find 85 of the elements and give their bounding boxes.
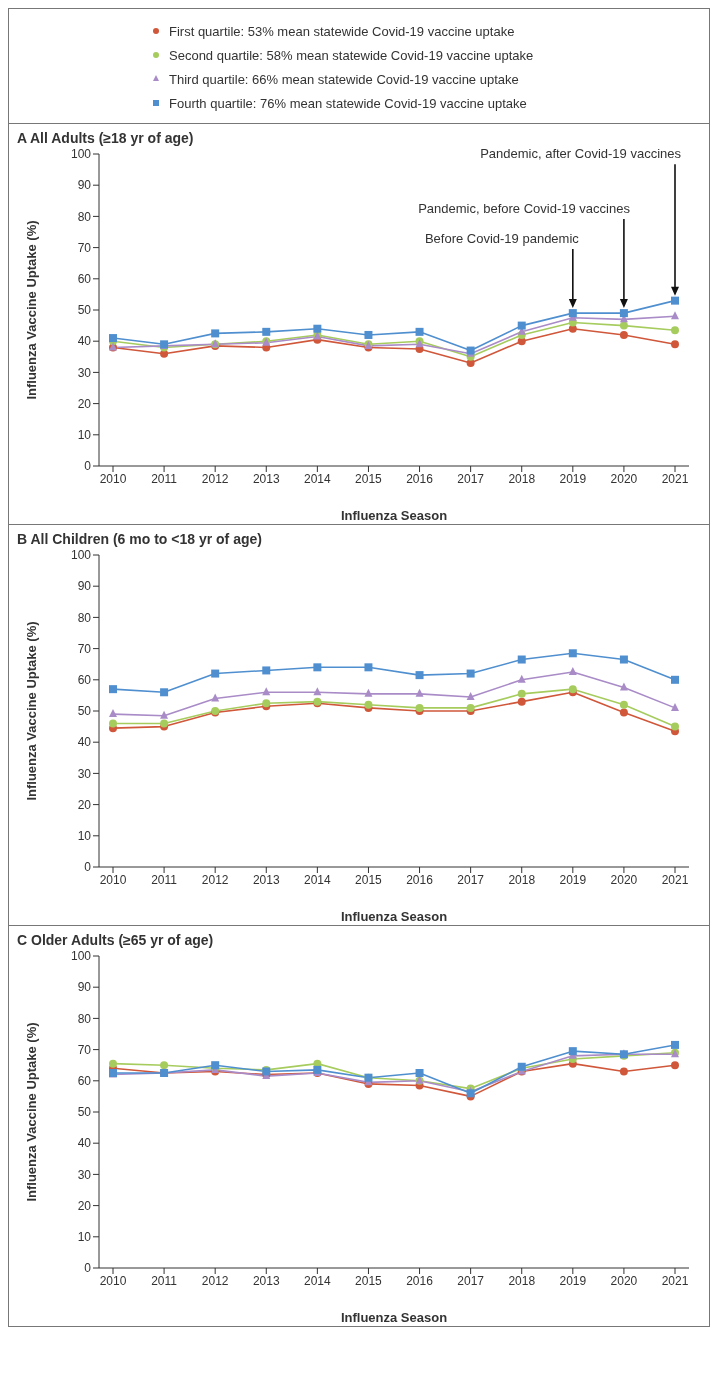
- x-tick-label: 2016: [406, 1273, 434, 1288]
- y-tick-label: 80: [77, 1011, 92, 1026]
- y-tick-label: 10: [77, 829, 92, 844]
- x-tick-label: 2020: [610, 471, 638, 486]
- y-tick-label: 100: [70, 548, 92, 563]
- x-tick-label: 2010: [99, 471, 127, 486]
- x-tick-label: 2012: [201, 471, 229, 486]
- annotation: Pandemic, after Covid-19 vaccines: [480, 146, 682, 162]
- chart-title: C Older Adults (≥65 yr of age): [16, 932, 215, 948]
- x-tick-label: 2011: [151, 471, 178, 486]
- y-tick-label: 50: [77, 1105, 92, 1120]
- x-tick-label: 2013: [252, 872, 280, 887]
- x-tick-label: 2019: [559, 872, 587, 887]
- x-tick-label: 2013: [252, 471, 280, 486]
- y-tick-label: 20: [77, 396, 92, 411]
- y-axis-title: Influenza Vaccine Uptake (%): [23, 621, 39, 801]
- x-tick-label: 2011: [151, 1273, 178, 1288]
- x-tick-label: 2014: [304, 1273, 332, 1288]
- x-tick-label: 2015: [355, 471, 383, 486]
- chart-title: A All Adults (≥18 yr of age): [16, 130, 195, 146]
- y-tick-label: 20: [77, 1198, 92, 1213]
- x-tick-label: 2017: [457, 471, 485, 486]
- legend-label: Third quartile: 66% mean statewide Covid-19 vaccine uptake: [169, 71, 519, 87]
- x-tick-label: 2011: [151, 872, 178, 887]
- y-tick-label: 60: [77, 272, 92, 287]
- x-tick-label: 2014: [304, 471, 332, 486]
- x-tick-label: 2012: [201, 872, 229, 887]
- y-tick-label: 30: [77, 365, 92, 380]
- x-tick-label: 2019: [559, 1273, 587, 1288]
- legend-label: Second quartile: 58% mean statewide Covid-19 vaccine uptake: [169, 47, 534, 63]
- x-tick-label: 2016: [406, 471, 434, 486]
- y-tick-label: 80: [77, 209, 92, 224]
- x-axis-title: Influenza Season: [340, 1310, 448, 1325]
- x-tick-label: 2018: [508, 1273, 536, 1288]
- y-tick-label: 0: [84, 860, 92, 875]
- y-tick-label: 0: [84, 459, 92, 474]
- y-tick-label: 60: [77, 673, 92, 688]
- y-axis-title: Influenza Vaccine Uptake (%): [23, 1022, 39, 1202]
- chart-title: B All Children (6 mo to <18 yr of age): [16, 531, 263, 547]
- x-tick-label: 2021: [661, 1273, 689, 1288]
- y-tick-label: 70: [77, 1042, 92, 1057]
- y-tick-label: 90: [77, 579, 92, 594]
- x-tick-label: 2010: [99, 872, 127, 887]
- y-tick-label: 40: [77, 334, 92, 349]
- y-tick-label: 40: [77, 735, 92, 750]
- annotation: Before Covid-19 pandemic: [424, 231, 580, 247]
- x-tick-label: 2016: [406, 872, 434, 887]
- x-tick-label: 2012: [201, 1273, 229, 1288]
- y-tick-label: 30: [77, 1167, 92, 1182]
- annotation: Pandemic, before Covid-19 vaccines: [418, 201, 631, 217]
- y-tick-label: 80: [77, 610, 92, 625]
- y-tick-label: 10: [77, 428, 92, 443]
- x-tick-label: 2019: [559, 471, 587, 486]
- y-tick-label: 100: [70, 147, 92, 162]
- x-tick-label: 2017: [457, 872, 485, 887]
- legend-label: First quartile: 53% mean statewide Covid-19 vaccine uptake: [169, 23, 515, 39]
- x-tick-label: 2020: [610, 872, 638, 887]
- x-tick-label: 2013: [252, 1273, 280, 1288]
- legend-label: Fourth quartile: 76% mean statewide Covid-19 vaccine uptake: [169, 95, 527, 111]
- y-tick-label: 100: [70, 949, 92, 964]
- x-tick-label: 2015: [355, 872, 383, 887]
- y-tick-label: 50: [77, 704, 92, 719]
- y-tick-label: 20: [77, 797, 92, 812]
- y-tick-label: 90: [77, 980, 92, 995]
- y-tick-label: 50: [77, 303, 92, 318]
- y-tick-label: 10: [77, 1230, 92, 1245]
- y-axis-title: Influenza Vaccine Uptake (%): [23, 220, 39, 400]
- y-tick-label: 0: [84, 1261, 92, 1276]
- y-tick-label: 40: [77, 1136, 92, 1151]
- x-tick-label: 2015: [355, 1273, 383, 1288]
- y-tick-label: 30: [77, 766, 92, 781]
- x-tick-label: 2014: [304, 872, 332, 887]
- x-tick-label: 2017: [457, 1273, 485, 1288]
- x-axis-title: Influenza Season: [340, 508, 448, 523]
- y-tick-label: 70: [77, 240, 92, 255]
- x-tick-label: 2018: [508, 471, 536, 486]
- y-tick-label: 90: [77, 178, 92, 193]
- x-tick-label: 2021: [661, 872, 689, 887]
- y-tick-label: 70: [77, 641, 92, 656]
- x-axis-title: Influenza Season: [340, 909, 448, 924]
- x-tick-label: 2010: [99, 1273, 127, 1288]
- x-tick-label: 2021: [661, 471, 689, 486]
- x-tick-label: 2018: [508, 872, 536, 887]
- x-tick-label: 2020: [610, 1273, 638, 1288]
- y-tick-label: 60: [77, 1074, 92, 1089]
